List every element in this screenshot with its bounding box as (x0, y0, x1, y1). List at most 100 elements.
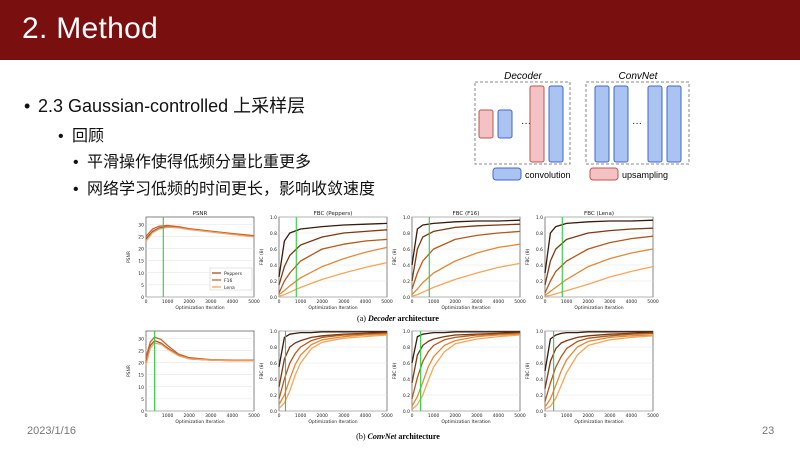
caption-b: (b) ConvNet architecture (356, 432, 440, 441)
legend-conv-label: convolution (525, 170, 571, 180)
y-tick-label: 0.4 (270, 377, 277, 383)
x-tick-label: 1000 (561, 413, 573, 419)
y-tick-label: 0.2 (403, 393, 410, 399)
y-tick-label: 0 (141, 409, 144, 415)
series-line (278, 238, 388, 294)
y-tick-label: 1.0 (270, 329, 277, 335)
series-line (145, 224, 255, 237)
caption-a-name: Decoder (367, 314, 396, 323)
x-tick-label: 0 (411, 413, 414, 419)
convolution-block (548, 85, 564, 163)
series-line (145, 342, 254, 366)
y-tick-label: 0.4 (536, 377, 543, 383)
x-tick-label: 2000 (316, 299, 328, 305)
x-tick-label: 2000 (449, 413, 461, 419)
y-tick-label: 0.0 (270, 409, 277, 415)
x-tick-label: 4000 (227, 299, 239, 305)
series-line (278, 246, 388, 296)
x-tick-label: 3000 (604, 299, 616, 305)
y-tick-label: 0.8 (403, 345, 410, 351)
legend-conv-swatch (492, 167, 522, 181)
y-tick-label: 20 (138, 361, 144, 367)
bullet-dot: • (73, 154, 79, 171)
x-tick-label: 0 (278, 413, 281, 419)
legend-up-label: upsampling (622, 170, 668, 180)
x-tick-label: 4000 (626, 299, 638, 305)
x-tick-label: 1000 (428, 413, 440, 419)
y-tick-label: 0.2 (536, 393, 543, 399)
bullet-dot: • (58, 128, 64, 145)
convnet-label: ConvNet (619, 71, 659, 82)
legend-label: Peppers (224, 271, 243, 277)
y-tick-label: 0.0 (536, 295, 543, 301)
x-tick-label: 0 (411, 299, 414, 305)
series-line (411, 262, 521, 297)
decoder-box (474, 81, 571, 165)
series-line (278, 222, 388, 278)
y-axis-label: FBC (θ) (392, 249, 398, 266)
x-tick-label: 4000 (227, 413, 239, 419)
x-tick-label: 0 (544, 413, 547, 419)
series-line (411, 223, 521, 282)
x-tick-label: 3000 (205, 299, 217, 305)
convolution-block (594, 85, 610, 163)
y-axis-label: FBC (θ) (259, 249, 265, 266)
y-tick-label: 0.6 (403, 247, 410, 253)
bullet-level3: • 平滑操作使得低频分量比重更多 (73, 148, 311, 172)
architecture-diagram: Decoder ConvNet ··· ··· convolution upsa… (474, 71, 690, 181)
y-tick-label: 0.4 (270, 263, 277, 269)
convolution-block (497, 109, 513, 139)
y-axis-label: PSNR (126, 251, 132, 263)
y-tick-label: 0.8 (536, 345, 543, 351)
x-tick-label: 2000 (582, 413, 594, 419)
upsampling-block (529, 85, 545, 163)
x-tick-label: 2000 (582, 299, 594, 305)
plot-title: FBC (Lena) (584, 211, 614, 217)
title-bar: 2. Method (0, 0, 800, 60)
ellipsis: ··· (632, 118, 642, 129)
y-tick-label: 10 (138, 271, 144, 277)
x-tick-label: 2000 (449, 299, 461, 305)
x-tick-label: 3000 (205, 413, 217, 419)
footer-date: 2023/1/16 (27, 425, 76, 437)
x-tick-label: 4000 (626, 413, 638, 419)
legend-label: Lena (224, 285, 235, 291)
series-line (278, 261, 388, 297)
caption-b-prefix: (b) (356, 432, 367, 441)
y-axis-label: FBC (θ) (259, 363, 265, 380)
x-axis-label: Optimization Iteration (574, 305, 623, 311)
y-tick-label: 5 (141, 397, 144, 403)
bullet-dot: • (24, 96, 31, 116)
y-tick-label: 1.0 (403, 215, 410, 221)
x-tick-label: 3000 (338, 299, 350, 305)
x-tick-label: 4000 (493, 299, 505, 305)
series-line (278, 229, 388, 286)
y-axis-label: PSNR (126, 365, 132, 377)
x-axis-label: Optimization Iteration (308, 305, 357, 311)
y-tick-label: 0 (141, 295, 144, 301)
series-line (544, 227, 654, 286)
x-axis-label: Optimization Iteration (308, 419, 357, 425)
y-tick-label: 0.8 (270, 345, 277, 351)
y-tick-label: 5 (141, 283, 144, 289)
legend-label: F16 (224, 278, 232, 284)
caption-a-prefix: (a) (357, 314, 368, 323)
series-line (544, 248, 654, 296)
y-tick-label: 0.8 (403, 231, 410, 237)
y-tick-label: 0.4 (403, 377, 410, 383)
x-tick-label: 2000 (316, 413, 328, 419)
series-line (544, 265, 654, 297)
x-tick-label: 5000 (647, 413, 659, 419)
x-tick-label: 5000 (381, 413, 393, 419)
y-tick-label: 20 (138, 247, 144, 253)
x-axis-label: Optimization Iteration (175, 419, 224, 425)
y-tick-label: 0.8 (270, 231, 277, 237)
x-tick-label: 0 (145, 299, 148, 305)
y-tick-label: 0.2 (536, 279, 543, 285)
caption-b-suffix: architecture (396, 432, 440, 441)
plot-frame (411, 330, 521, 412)
caption-a: (a) Decoder architecture (357, 314, 439, 323)
y-tick-label: 15 (138, 259, 144, 265)
y-tick-label: 15 (138, 373, 144, 379)
decoder-label: Decoder (504, 71, 542, 82)
